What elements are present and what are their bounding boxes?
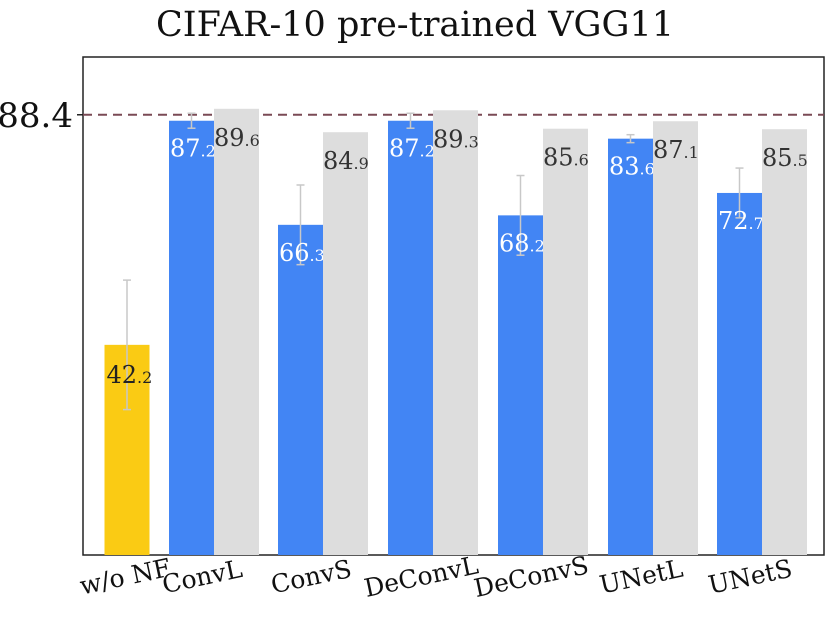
bar-gray-1 — [214, 108, 259, 556]
x-tick-label: DeConvS — [471, 550, 591, 603]
y-tick-label: 88.4 — [0, 96, 73, 136]
x-tick-label: ConvS — [268, 554, 354, 599]
data-label-gray-6: 85.5 — [762, 144, 808, 172]
data-label-blue-2: 66.3 — [279, 239, 325, 267]
x-tick-label: DeConvL — [362, 550, 481, 602]
data-label-blue-4: 68.2 — [499, 229, 545, 257]
x-tick-label: UNetS — [706, 554, 795, 600]
data-label-gray-1: 89.6 — [214, 124, 260, 152]
data-label-blue-5: 83.6 — [609, 153, 655, 181]
data-label-gray-4: 85.6 — [543, 144, 589, 172]
bar-blue-5 — [608, 138, 653, 555]
x-tick-label: UNetL — [597, 554, 686, 600]
bar-blue-6 — [717, 192, 762, 556]
bar-blue-3 — [388, 120, 433, 555]
data-label-blue-6: 72.7 — [718, 207, 764, 235]
data-label-baseline: 42.2 — [107, 361, 153, 389]
x-tick-label: w/o NF — [77, 553, 173, 601]
data-label-gray-2: 84.9 — [323, 147, 369, 175]
chart-title: CIFAR-10 pre-trained VGG11 — [156, 5, 674, 45]
bar-gray-6 — [762, 129, 807, 555]
data-label-blue-3: 87.2 — [389, 135, 435, 163]
bar-gray-5 — [653, 121, 698, 555]
x-tick-label: ConvL — [160, 554, 245, 599]
data-label-gray-3: 89.3 — [433, 125, 479, 153]
bar-gray-3 — [433, 110, 478, 555]
data-label-gray-5: 87.1 — [653, 136, 699, 164]
data-label-blue-1: 87.2 — [170, 135, 216, 163]
bar-gray-2 — [323, 132, 368, 555]
bar-blue-2 — [278, 224, 323, 556]
bar-blue-1 — [169, 120, 214, 555]
bar-gray-4 — [543, 128, 588, 555]
bar-blue-4 — [498, 215, 543, 555]
plot-area: 88.442.287.289.666.384.987.289.368.285.6… — [0, 56, 825, 603]
